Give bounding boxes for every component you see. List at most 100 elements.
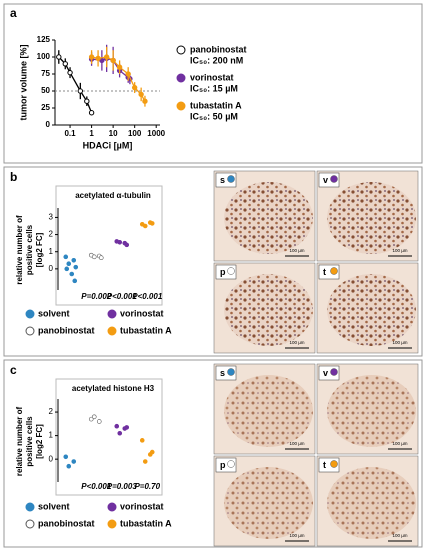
scale-label: 100 µm (289, 441, 304, 446)
image-label: t (323, 460, 326, 470)
data-point (117, 430, 123, 436)
data-point (117, 239, 123, 245)
image-label: s (220, 368, 225, 378)
y-axis-title: relative number of (15, 215, 24, 285)
image-label: t (323, 267, 326, 277)
chart-title: acetylated histone H3 (72, 384, 155, 393)
x-tick-label: 0.1 (64, 129, 76, 138)
x-axis-title: HDACi [µM] (83, 140, 133, 150)
image-label-dot (227, 460, 235, 468)
data-point (73, 264, 79, 270)
legend-symbol (25, 309, 35, 319)
y-tick-label: 125 (37, 35, 51, 44)
legend-symbol (107, 519, 117, 529)
tissue (224, 467, 313, 539)
legend-label: vorinostat (190, 72, 234, 82)
data-point (110, 57, 116, 64)
data-point (114, 423, 120, 429)
data-point (72, 278, 78, 284)
data-point (88, 416, 94, 422)
data-point (124, 242, 130, 248)
image-label-dot (227, 175, 235, 183)
x-tick-label: 10 (109, 129, 118, 138)
legend-label: tubastatin A (190, 100, 242, 110)
data-point (67, 69, 73, 76)
y-tick-label: 2 (49, 230, 54, 239)
legend-symbol (176, 73, 186, 83)
y-axis-title: [log2 FC] (35, 424, 44, 459)
scale-label: 100 µm (392, 441, 407, 446)
data-point (149, 221, 155, 226)
data-point (77, 88, 84, 94)
legend-note: IC₅₀: 15 µM (190, 83, 238, 93)
legend-symbol (107, 502, 117, 512)
legend-symbol (25, 326, 35, 336)
data-point (124, 425, 130, 430)
panel-label: a (10, 6, 17, 20)
image-label: v (323, 368, 328, 378)
data-point (131, 84, 138, 91)
y-tick-label: 3 (49, 213, 54, 222)
tissue (224, 274, 313, 346)
data-point (71, 257, 77, 263)
image-label-dot (227, 267, 235, 275)
y-axis-title: positive cells (25, 224, 34, 275)
tissue (327, 375, 416, 447)
y-tick-label: 50 (41, 86, 50, 95)
scale-label: 100 µm (392, 340, 407, 345)
tissue (224, 375, 313, 447)
data-point (84, 98, 90, 104)
data-point (149, 449, 155, 455)
image-label-dot (330, 460, 338, 468)
y-tick-label: 1 (49, 247, 54, 256)
y-tick-label: 2 (49, 407, 54, 416)
data-point (91, 254, 97, 260)
scale-label: 100 µm (289, 533, 304, 538)
legend-note: IC₅₀: 50 µM (190, 111, 238, 121)
data-point (138, 91, 144, 98)
legend-label: tubastatin A (120, 325, 172, 335)
y-axis-title: positive cells (25, 416, 34, 467)
data-point (69, 271, 75, 277)
legend-symbol (176, 101, 186, 111)
y-tick-label: 25 (41, 103, 50, 112)
y-axis-title: tumor volume [%] (18, 44, 28, 120)
legend-label: panobinostat (190, 44, 247, 54)
image-label: p (220, 460, 226, 470)
image-label-dot (330, 175, 338, 183)
legend-label: tubastatin A (120, 518, 172, 528)
scale-label: 100 µm (289, 248, 304, 253)
data-point (56, 54, 62, 60)
data-point (142, 223, 148, 229)
x-tick-label: 1000 (147, 129, 165, 138)
y-tick-label: 0 (46, 120, 51, 129)
data-point (125, 71, 131, 77)
tissue (224, 182, 313, 254)
p-value: P=0.003 (107, 482, 138, 491)
data-point (66, 463, 72, 469)
plot-frame (55, 378, 163, 496)
y-tick-label: 0 (49, 454, 54, 463)
data-point (116, 64, 123, 70)
y-tick-label: 100 (37, 52, 51, 61)
image-label: v (323, 175, 328, 185)
panel-frame (3, 3, 423, 164)
image-label-dot (330, 267, 338, 275)
data-point (142, 459, 148, 464)
legend-symbol (25, 519, 35, 529)
legend-label: solvent (38, 501, 70, 511)
p-value: P=0.70 (134, 482, 160, 491)
data-point (71, 459, 77, 464)
panel-label: b (10, 170, 17, 184)
legend-label: vorinostat (120, 308, 164, 318)
legend-symbol (25, 502, 35, 512)
x-tick-label: 1 (89, 129, 94, 138)
tissue (327, 274, 416, 346)
scale-label: 100 µm (392, 533, 407, 538)
legend-symbol (107, 309, 117, 319)
image-label-dot (227, 368, 235, 376)
data-point (103, 54, 110, 60)
y-axis-title: relative number of (15, 406, 24, 476)
scale-label: 100 µm (392, 248, 407, 253)
